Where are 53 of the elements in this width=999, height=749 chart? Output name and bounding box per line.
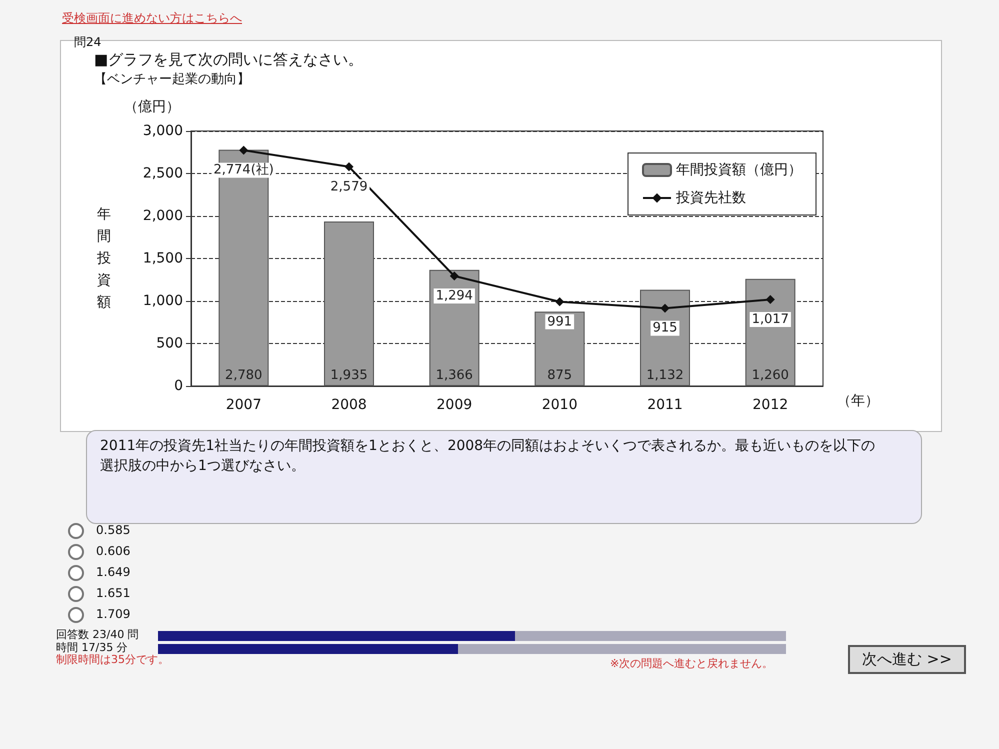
- bar: [324, 222, 374, 386]
- data-label: 1,935: [330, 368, 368, 383]
- legend-label: 投資先社数: [675, 190, 746, 206]
- data-label: 1,294: [436, 288, 473, 304]
- y-tick-label: 500: [156, 336, 183, 352]
- data-label: 1,132: [646, 368, 684, 383]
- text: ※次の問題へ進むと戻れません。: [610, 656, 774, 671]
- text: 受検画面に進めない方はこちらへ: [62, 10, 242, 27]
- data-label: 1,260: [752, 368, 789, 383]
- y-tick-label: 1,500: [142, 250, 183, 266]
- text: 次へ進む >>: [848, 645, 966, 674]
- data-label: 991: [547, 314, 572, 330]
- text: （億円）: [124, 98, 180, 116]
- data-label: 1,017: [752, 312, 789, 328]
- data-label: 2,774(社): [213, 162, 274, 178]
- point: [239, 146, 248, 155]
- x-tick-label: 2009: [436, 397, 472, 413]
- data-label: 875: [547, 368, 572, 383]
- text: 2011年の投資先1社当たりの年間投資額を1とおくと、2008年の同額はおよそいくつで表されるか。最も近いものを以下の選択肢の中から1つ選びなさい。: [100, 437, 876, 476]
- point: [555, 297, 564, 306]
- data-label: 2,780: [225, 368, 262, 383]
- chart-subtitle: 【ベンチャー起業の動向】: [94, 72, 250, 87]
- y-axis-title: 年間投資額: [96, 206, 111, 310]
- text: 時間 17/35 分: [56, 640, 128, 654]
- x-tick-label: 2012: [752, 397, 788, 413]
- point: [766, 295, 775, 304]
- y-tick-label: 1,000: [142, 293, 183, 309]
- y-tick-label: 2,000: [142, 208, 183, 224]
- x-tick-label: 2010: [542, 397, 578, 413]
- y-tick-label: 0: [174, 378, 183, 394]
- y-tick-label: 3,000: [142, 123, 183, 139]
- text: 問24: [74, 34, 102, 51]
- x-tick-label: 2008: [331, 397, 367, 413]
- bar: [534, 312, 585, 386]
- data-label: 1,366: [436, 368, 473, 383]
- y-tick-label: 2,500: [142, 166, 183, 182]
- legend-label: 年間投資額（億円）: [676, 162, 802, 178]
- text: 0.606: [96, 544, 130, 558]
- x-tick-label: 2007: [226, 397, 262, 413]
- text: 回答数 23/40 問: [56, 627, 139, 642]
- text: 1.651: [96, 586, 130, 600]
- data-label: 2,579: [330, 179, 368, 194]
- point: [450, 272, 459, 281]
- chart-title: ■グラフを見て次の問いに答えなさい。: [94, 50, 364, 68]
- x-axis-title: （年）: [837, 393, 879, 409]
- point: [344, 162, 354, 172]
- text: 0.585: [96, 523, 130, 537]
- point: [660, 304, 670, 313]
- text: 1.709: [96, 607, 130, 621]
- x-tick-label: 2011: [647, 397, 683, 413]
- data-label: 915: [652, 320, 678, 336]
- text: 1.649: [96, 565, 130, 579]
- text: 制限時間は35分です。: [56, 652, 169, 667]
